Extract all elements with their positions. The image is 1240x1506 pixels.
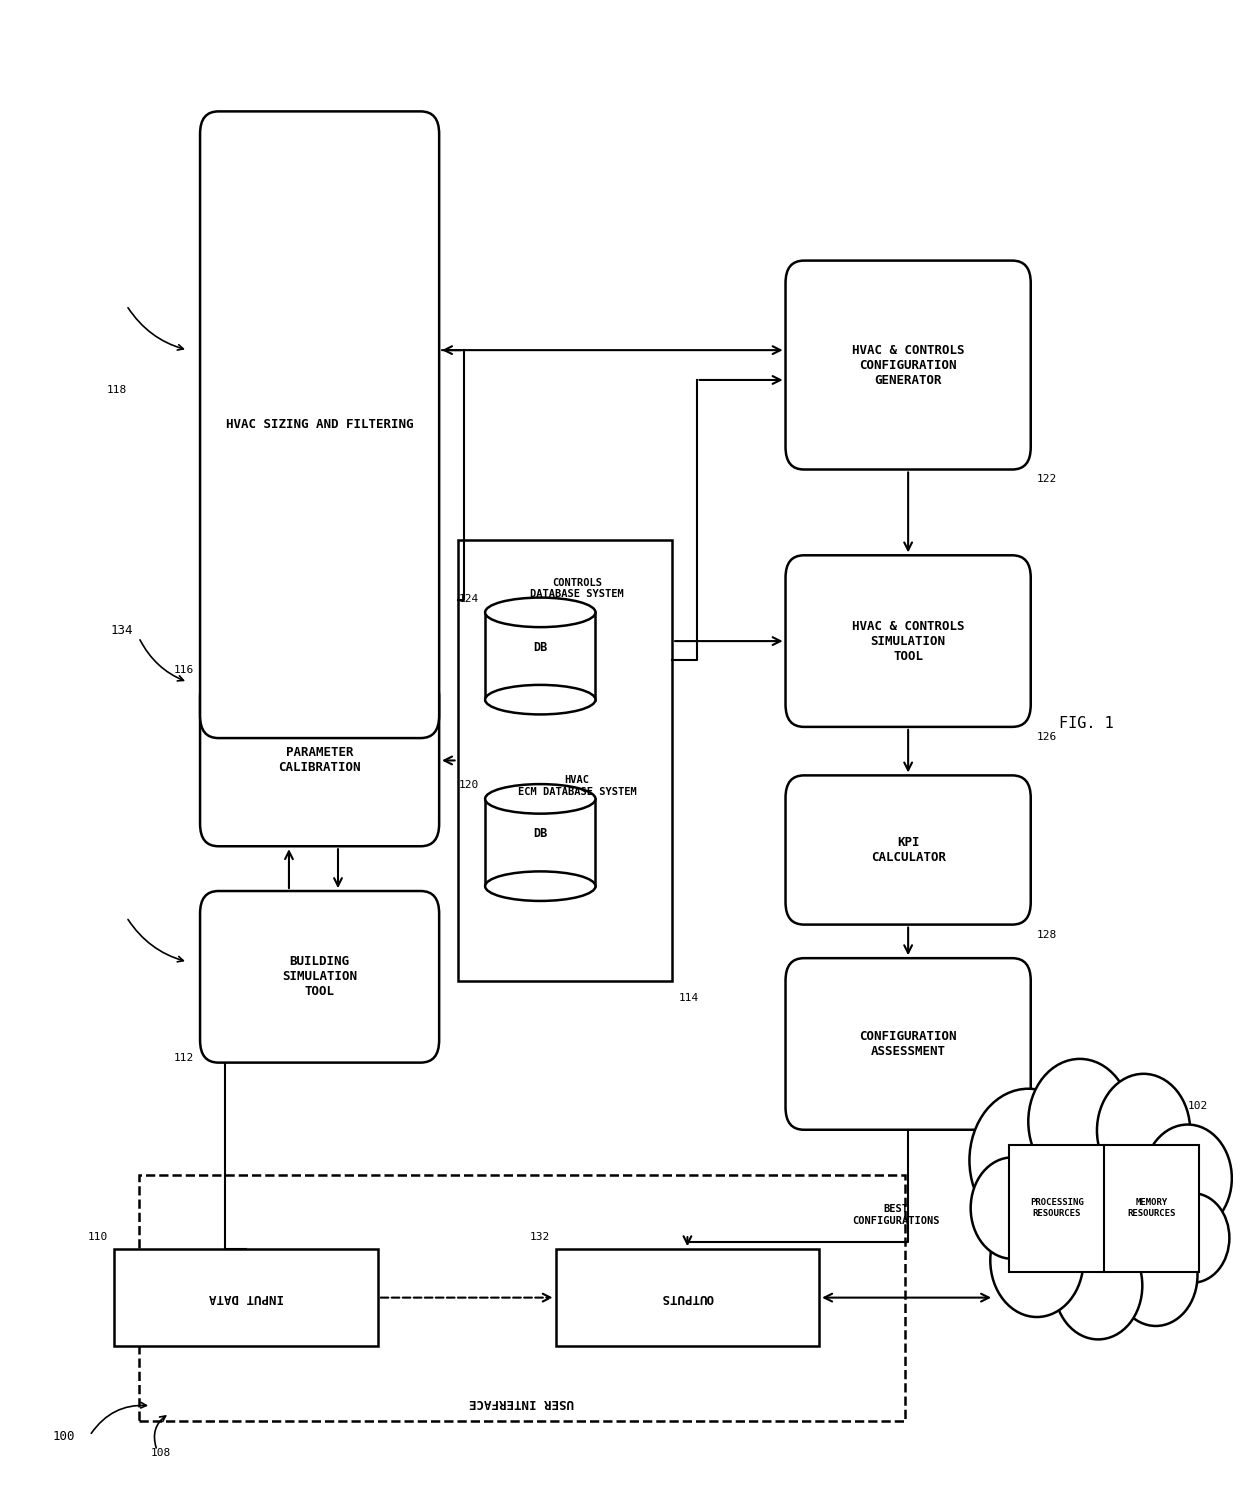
Circle shape	[1054, 1232, 1142, 1339]
Circle shape	[1143, 1125, 1231, 1232]
Ellipse shape	[485, 872, 595, 901]
Text: BEST
CONFIGURATIONS: BEST CONFIGURATIONS	[852, 1205, 940, 1226]
Text: PROCESSING
RESOURCES: PROCESSING RESOURCES	[1030, 1199, 1084, 1218]
Text: HVAC
ECM DATABASE SYSTEM: HVAC ECM DATABASE SYSTEM	[518, 776, 636, 797]
Bar	[556, 1248, 820, 1346]
Text: OUTPUTS: OUTPUTS	[661, 1291, 714, 1304]
Bar	[458, 541, 672, 980]
Bar	[1009, 1145, 1199, 1271]
Text: HVAC & CONTROLS
CONFIGURATION
GENERATOR: HVAC & CONTROLS CONFIGURATION GENERATOR	[852, 343, 965, 387]
Text: 104: 104	[1048, 1298, 1066, 1309]
Text: 122: 122	[1037, 474, 1058, 485]
FancyBboxPatch shape	[785, 556, 1030, 727]
Text: FIG. 1: FIG. 1	[1059, 715, 1114, 730]
Text: USER INTERFACE: USER INTERFACE	[470, 1396, 574, 1408]
Circle shape	[971, 1158, 1054, 1259]
Ellipse shape	[485, 785, 595, 813]
Bar	[485, 613, 595, 700]
Ellipse shape	[485, 685, 595, 714]
Text: 106: 106	[1142, 1298, 1161, 1309]
Text: 114: 114	[678, 992, 698, 1003]
Text: 120: 120	[459, 780, 479, 791]
Text: BUILDING
SIMULATION
TOOL: BUILDING SIMULATION TOOL	[283, 955, 357, 998]
Bar	[114, 1248, 378, 1346]
FancyBboxPatch shape	[785, 776, 1030, 925]
Text: 118: 118	[107, 386, 126, 395]
Text: PARAMETER
CALIBRATION: PARAMETER CALIBRATION	[278, 747, 361, 774]
Circle shape	[1114, 1224, 1198, 1325]
Text: CONTROLS
DATABASE SYSTEM: CONTROLS DATABASE SYSTEM	[531, 578, 624, 599]
Text: 132: 132	[529, 1232, 549, 1241]
Text: 110: 110	[88, 1232, 108, 1241]
Text: DB: DB	[533, 827, 547, 840]
FancyBboxPatch shape	[200, 892, 439, 1063]
Text: MEMORY
RESOURCES: MEMORY RESOURCES	[1127, 1199, 1176, 1218]
Text: HVAC SIZING AND FILTERING: HVAC SIZING AND FILTERING	[226, 419, 413, 431]
Circle shape	[1097, 1074, 1190, 1187]
Text: DB: DB	[533, 640, 547, 654]
Text: 134: 134	[110, 625, 133, 637]
Circle shape	[991, 1203, 1084, 1318]
Text: 100: 100	[53, 1431, 76, 1443]
Circle shape	[1028, 1059, 1131, 1184]
Text: 126: 126	[1037, 732, 1058, 742]
Bar	[139, 1175, 905, 1420]
Text: 128: 128	[1037, 929, 1058, 940]
Circle shape	[970, 1089, 1087, 1232]
Text: 108: 108	[151, 1449, 171, 1458]
Text: 116: 116	[174, 664, 193, 675]
FancyBboxPatch shape	[785, 958, 1030, 1130]
Bar	[485, 798, 595, 886]
Text: 130: 130	[1037, 1134, 1058, 1145]
Circle shape	[1156, 1193, 1229, 1283]
FancyBboxPatch shape	[785, 261, 1030, 470]
Text: 102: 102	[1188, 1101, 1208, 1111]
Text: CONFIGURATION
ASSESSMENT: CONFIGURATION ASSESSMENT	[859, 1030, 957, 1057]
Text: 124: 124	[459, 593, 479, 604]
Text: 112: 112	[174, 1053, 193, 1063]
Ellipse shape	[485, 598, 595, 626]
Text: KPI
CALCULATOR: KPI CALCULATOR	[870, 836, 946, 864]
FancyBboxPatch shape	[200, 111, 439, 738]
Text: INPUT DATA: INPUT DATA	[208, 1291, 284, 1304]
Text: HVAC & CONTROLS
SIMULATION
TOOL: HVAC & CONTROLS SIMULATION TOOL	[852, 619, 965, 663]
FancyBboxPatch shape	[200, 675, 439, 846]
